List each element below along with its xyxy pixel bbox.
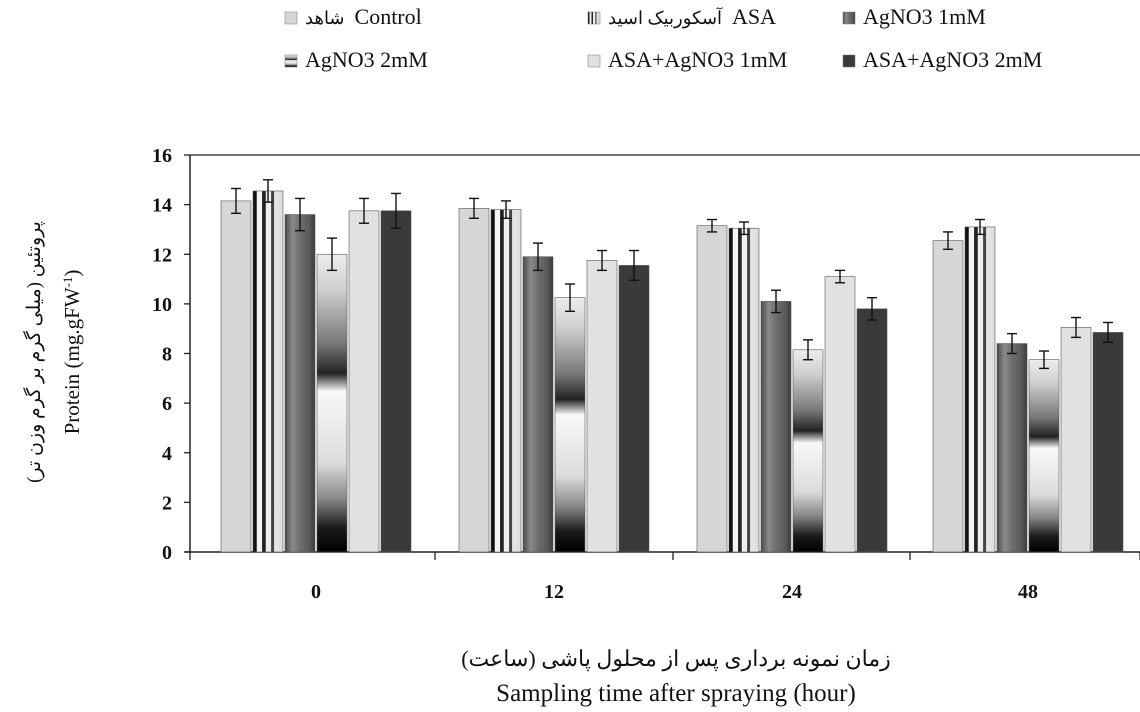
chart-legend: شاهد Control آسکوربیک اسید ASA AgNO3 1mM AgNO…	[284, 4, 1042, 72]
y-tick-label: 10	[152, 294, 172, 316]
series-group	[252, 179, 996, 553]
legend-item: ASA+AgNO3 2mM	[842, 47, 1042, 72]
legend-label: AgNO3 1mM	[863, 4, 986, 29]
x-axis-label-fa: زمان نمونه برداری پس از محلول پاشی (ساعت…	[461, 646, 891, 672]
legend-swatch	[587, 11, 601, 25]
y-axis-ticks: 0 2 4 6 8 10 12 14 16	[152, 145, 190, 564]
legend-label: AgNO3 2mM	[305, 47, 428, 72]
bar	[964, 226, 996, 553]
y-tick-label: 14	[152, 195, 172, 217]
bar	[220, 200, 252, 553]
bar	[1092, 332, 1124, 553]
legend-swatch	[842, 54, 856, 68]
legend-label: ASA+AgNO3 2mM	[863, 47, 1042, 72]
bar	[586, 260, 618, 553]
bar	[1028, 359, 1060, 553]
series-group	[316, 237, 1060, 553]
series-group	[380, 192, 1124, 553]
legend-item: شاهد Control	[284, 4, 422, 29]
x-tick-label: 48	[1018, 581, 1038, 603]
bar	[824, 276, 856, 553]
legend-label: ASA+AgNO3 1mM	[608, 47, 787, 72]
bar	[856, 308, 888, 553]
bar	[1060, 327, 1092, 553]
y-tick-label: 2	[162, 492, 172, 514]
x-tick-label: 12	[544, 581, 564, 603]
bar	[458, 208, 490, 553]
y-tick-label: 16	[152, 145, 172, 167]
y-tick-label: 0	[162, 542, 172, 564]
legend-item: AgNO3 2mM	[284, 47, 428, 72]
legend-swatch	[284, 11, 298, 25]
bar	[760, 301, 792, 553]
y-axis-label-fa: پروتئین (میلی گرم بر گرم وزن تر)	[22, 221, 45, 483]
y-axis-label-en-base: Protein (mg.gFW	[60, 287, 84, 434]
legend-swatch	[284, 54, 298, 68]
bar	[252, 190, 284, 553]
bar	[554, 297, 586, 553]
x-axis-label-en: Sampling time after spraying (hour)	[496, 680, 856, 707]
legend-item: آسکوربیک اسید ASA	[587, 4, 776, 29]
bar-series	[220, 179, 1124, 553]
legend-item: AgNO3 1mM	[842, 4, 986, 29]
bar	[380, 210, 412, 553]
bar	[728, 227, 760, 553]
series-group	[220, 187, 964, 553]
bar	[284, 214, 316, 553]
bar	[792, 349, 824, 553]
y-tick-label: 8	[162, 344, 172, 366]
y-axis-label-en-close: )	[60, 270, 84, 277]
legend-item: ASA+AgNO3 1mM	[587, 47, 787, 72]
y-tick-label: 6	[162, 393, 172, 415]
legend-label: ASA	[732, 4, 776, 29]
bar	[490, 209, 522, 553]
y-axis-label-en: Protein (mg.gFW-1)	[60, 270, 84, 435]
legend-swatch	[587, 54, 601, 68]
x-tick-label: 24	[782, 581, 802, 603]
bar	[996, 343, 1028, 553]
bar	[316, 253, 348, 553]
bar	[932, 240, 964, 553]
series-group	[284, 197, 1028, 553]
y-tick-label: 4	[162, 443, 172, 465]
legend-swatch	[842, 11, 856, 25]
legend-label-fa: آسکوربیک اسید	[608, 7, 723, 29]
bar	[348, 210, 380, 553]
y-tick-label: 12	[152, 244, 172, 266]
x-axis-ticks: 0 12 24 48	[189, 552, 1140, 603]
legend-label: Control	[355, 4, 422, 29]
series-group	[348, 197, 1092, 553]
y-axis-label-en-sup: -1	[60, 277, 75, 288]
x-tick-label: 0	[311, 581, 321, 603]
bar	[618, 265, 650, 553]
bar	[696, 225, 728, 553]
bar	[522, 256, 554, 553]
legend-label-fa: شاهد	[305, 8, 345, 28]
